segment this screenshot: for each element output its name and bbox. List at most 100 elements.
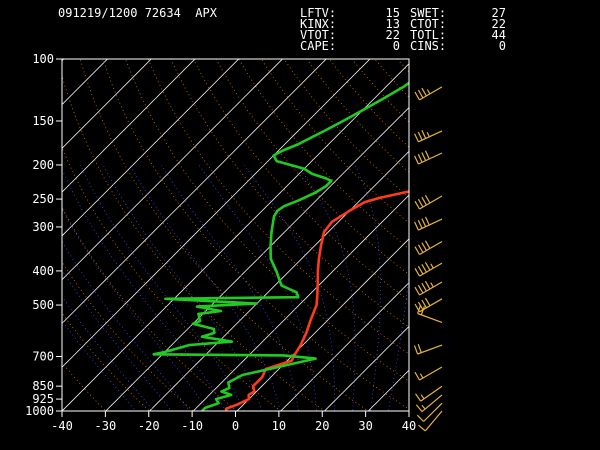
y-tick-label: 200: [32, 158, 54, 172]
y-tick-label: 400: [32, 264, 54, 278]
wind-barb: [416, 402, 443, 422]
plot-frame: [61, 58, 410, 412]
dry-adiabat-line: [328, 59, 409, 148]
dry-adiabat-line: [215, 59, 409, 275]
dry-adiabat-line: [79, 59, 370, 411]
wind-barbs: [413, 86, 443, 432]
isotherm-line: [236, 238, 409, 411]
wind-barb: [414, 262, 443, 277]
x-tick-label: 0: [232, 419, 239, 433]
dry-adiabat-line: [62, 261, 194, 411]
dry-adiabat-line: [62, 146, 282, 411]
dry-adiabat-line: [62, 312, 151, 411]
moist-adiabat-line: [62, 269, 172, 411]
isotherm-line: [62, 59, 64, 62]
index-label: LFTV:: [300, 6, 337, 20]
y-tick-label: 300: [32, 220, 54, 234]
y-tick-label: 100: [32, 52, 54, 66]
index-label: SWET:: [410, 6, 447, 20]
index-label: CAPE:: [300, 39, 337, 53]
dry-adiabat-line: [351, 59, 409, 123]
wind-barb: [415, 394, 443, 413]
dry-adiabat-line: [283, 59, 409, 199]
wind-barb: [414, 194, 443, 210]
profiles: [152, 81, 409, 411]
wind-barb: [414, 86, 443, 101]
index-label: CTOT:: [410, 17, 447, 31]
x-tick-label: 30: [358, 419, 372, 433]
y-tick-label: 500: [32, 298, 54, 312]
index-label: KINX:: [300, 17, 337, 31]
isotherm-line: [280, 282, 409, 411]
moist-adiabat-line: [62, 168, 227, 411]
moist-adiabat-line: [79, 164, 245, 411]
moist-adiabat-line: [62, 319, 137, 411]
isotherm-line: [323, 325, 409, 411]
dry-adiabat-line: [147, 59, 409, 355]
wind-barb: [414, 216, 443, 231]
x-tick-label: -10: [181, 419, 203, 433]
dry-adiabat-line: [374, 59, 409, 98]
index-value: 22: [491, 17, 506, 31]
y-tick-label: 1000: [25, 404, 54, 418]
moist-adiabat-line: [62, 295, 155, 411]
isotherm-line: [62, 59, 108, 106]
wind-barb: [414, 150, 443, 165]
index-value: 22: [385, 28, 400, 42]
isotherm-line: [367, 369, 409, 411]
index-value: 0: [392, 39, 400, 53]
station-line: 091219/1200 72634 APX: [58, 6, 217, 20]
dry-adiabat-line: [261, 59, 409, 224]
wind-barb: [415, 385, 443, 402]
isotherm-line: [62, 59, 371, 368]
dry-adiabat-line: [125, 59, 409, 382]
wind-barb: [414, 240, 443, 256]
isotherm-line: [62, 59, 283, 281]
wind-barb: [414, 130, 443, 143]
moist-adiabat-line: [161, 164, 299, 411]
x-tick-label: -30: [95, 419, 117, 433]
wind-barb: [418, 410, 443, 432]
wind-barb: [414, 280, 443, 296]
y-tick-label: 850: [32, 379, 54, 393]
dry-adiabat-line: [396, 59, 409, 73]
x-tick-label: 20: [315, 419, 329, 433]
index-value: 15: [385, 6, 400, 20]
y-tick-label: 150: [32, 114, 54, 128]
index-value: 0: [498, 39, 506, 53]
index-label: VTOT:: [300, 28, 337, 42]
dry-adiabat-line: [306, 59, 409, 173]
dry-adiabat-line: [62, 206, 238, 411]
temperature-profile-line: [224, 189, 409, 411]
isotherm-line: [62, 63, 409, 411]
wind-barb: [413, 343, 443, 355]
moist-adiabat-line: [62, 207, 208, 411]
y-tick-label: 925: [32, 392, 54, 406]
dry-adiabat-line: [443, 59, 600, 419]
isotherm-line: [448, 59, 600, 419]
wind-barb: [417, 304, 443, 323]
index-value: 13: [385, 17, 400, 31]
index-label: CINS:: [410, 39, 447, 53]
background-lines: [62, 59, 600, 419]
isotherm-line: [62, 59, 327, 324]
moist-adiabat-line: [354, 164, 382, 411]
dry-adiabat-line: [62, 361, 107, 411]
index-value: 44: [491, 28, 506, 42]
moist-adiabat-line: [102, 164, 263, 411]
moist-adiabat-line: [387, 164, 409, 411]
y-tick-label: 700: [32, 349, 54, 363]
wind-barb: [414, 366, 443, 381]
isotherm-line: [62, 59, 152, 149]
dry-adiabat-line: [102, 59, 409, 410]
moist-adiabat-line: [198, 164, 318, 411]
isotherm-line: [62, 59, 239, 237]
isotherm-line: [405, 59, 600, 419]
y-tick-label: 250: [32, 192, 54, 206]
index-value: 27: [491, 6, 506, 20]
dry-adiabat-line: [420, 59, 600, 419]
index-label: TOTL:: [410, 28, 447, 42]
x-tick-label: -40: [51, 419, 73, 433]
